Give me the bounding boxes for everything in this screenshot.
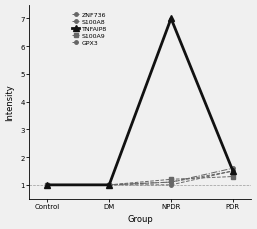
ZNF736 (231, 170, 234, 173)
Line: S100A8: S100A8 (45, 169, 235, 187)
S100A8 (231, 170, 234, 173)
S100A8 (170, 181, 173, 184)
ZNF736 (170, 184, 173, 186)
Line: TNFAIP8: TNFAIP8 (44, 16, 236, 188)
GPX3 (170, 181, 173, 184)
S100A9 (46, 184, 49, 186)
S100A9 (170, 178, 173, 181)
GPX3 (108, 184, 111, 186)
ZNF736 (46, 184, 49, 186)
Legend: ZNF736, S100A8, TNFAIP8, S100A9, GPX3: ZNF736, S100A8, TNFAIP8, S100A9, GPX3 (72, 13, 107, 46)
S100A9 (108, 184, 111, 186)
S100A9 (231, 175, 234, 178)
TNFAIP8 (46, 184, 49, 186)
TNFAIP8 (108, 184, 111, 186)
Y-axis label: Intensity: Intensity (6, 84, 15, 120)
X-axis label: Group: Group (127, 215, 153, 224)
Line: GPX3: GPX3 (45, 167, 235, 187)
TNFAIP8 (170, 18, 173, 21)
ZNF736 (108, 184, 111, 186)
GPX3 (231, 167, 234, 170)
TNFAIP8 (231, 170, 234, 173)
Line: ZNF736: ZNF736 (45, 169, 235, 187)
GPX3 (46, 184, 49, 186)
S100A8 (108, 184, 111, 186)
Line: S100A9: S100A9 (45, 175, 235, 187)
S100A8 (46, 184, 49, 186)
